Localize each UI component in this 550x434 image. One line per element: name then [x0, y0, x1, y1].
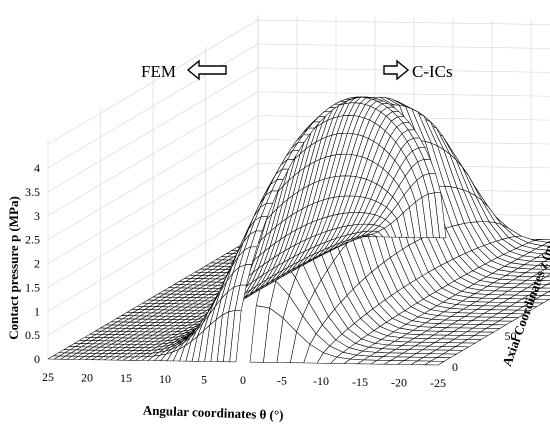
- grid-line-side: [47, 186, 259, 312]
- grid-line-back: [257, 43, 550, 49]
- x-tick-label: -25: [430, 376, 446, 390]
- grid-line-side: [47, 210, 259, 336]
- z-tick-label: 4: [34, 161, 40, 175]
- z-tick-label: 3: [34, 209, 40, 223]
- grid-line-side: [47, 115, 259, 240]
- right-arrow-icon: [383, 59, 410, 81]
- z-axis-label: Contact pressure p (MPa): [6, 196, 21, 340]
- tick-labels: 2520151050-5-10-15-20-2505010015020000.5…: [25, 161, 517, 390]
- grid-line-back: [257, 67, 550, 73]
- x-tick-label: 20: [81, 371, 93, 385]
- x-tick-label: 10: [159, 372, 171, 386]
- fem-annotation: FEM: [141, 62, 176, 81]
- z-tick-label: 1.5: [25, 280, 40, 294]
- grid-line-side: [47, 67, 259, 193]
- grid-line-back: [257, 19, 550, 25]
- pressure-surface: [47, 96, 550, 366]
- surface-cell-c-ics: [249, 305, 270, 363]
- x-tick-label: 25: [42, 370, 54, 384]
- x-tick-label: 0: [240, 373, 246, 387]
- z-tick-label: 2.5: [25, 233, 40, 247]
- z-tick-label: 1: [34, 304, 40, 318]
- x-tick-label: 5: [201, 372, 207, 386]
- grid-line-side: [47, 19, 259, 145]
- grid-line-side: [47, 91, 259, 217]
- grid-line-side: [47, 43, 259, 169]
- z-tick-label: 0.5: [25, 328, 40, 342]
- c-ics-annotation: C-ICs: [412, 62, 453, 81]
- x-tick-label: -15: [352, 375, 368, 389]
- x-axis-label: Angular coordinates θ (°): [143, 403, 284, 423]
- x-tick-label: -10: [313, 374, 329, 388]
- z-tick-label: 2: [34, 257, 40, 271]
- x-tick-label: -20: [391, 375, 407, 389]
- y-tick-label: 50: [505, 329, 517, 343]
- grid-line-back: [257, 91, 550, 97]
- surface-cell-fem: [229, 310, 242, 363]
- left-arrow-icon: [186, 59, 227, 81]
- grid-line-side: [47, 163, 259, 288]
- z-tick-label: 0: [34, 352, 40, 366]
- y-tick-label: 0: [452, 360, 458, 374]
- grid-line-side: [47, 139, 259, 264]
- x-tick-label: 15: [120, 371, 132, 385]
- x-tick-label: -5: [277, 374, 287, 388]
- z-tick-label: 3.5: [25, 185, 40, 199]
